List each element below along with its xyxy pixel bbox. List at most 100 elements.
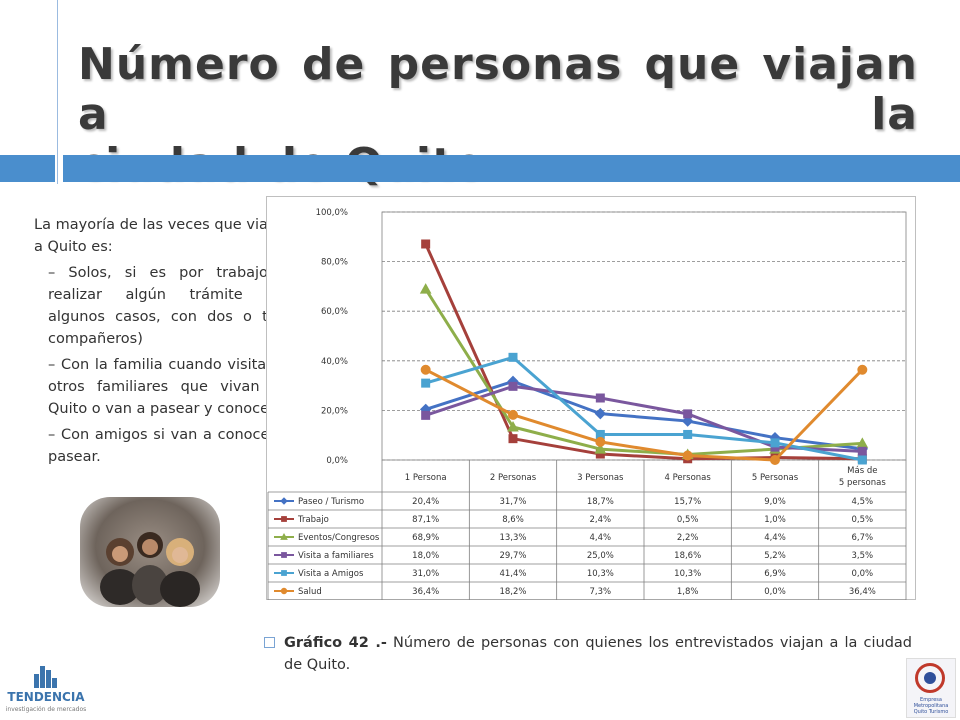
data-table-value: 4,5%	[852, 497, 874, 507]
data-point	[419, 283, 432, 294]
legend-label: Eventos/Congresos	[298, 533, 380, 543]
data-table-value: 4,4%	[590, 533, 612, 543]
data-table-value: 25,0%	[587, 551, 614, 561]
page-title: Número de personas que viajan a la ciuda…	[78, 40, 918, 190]
x-category-label: 5 Personas	[752, 473, 799, 483]
legend-key-marker	[280, 497, 288, 505]
data-table-value: 0,0%	[852, 569, 874, 579]
x-category-label: 4 Personas	[665, 473, 712, 483]
data-table-value: 0,5%	[852, 515, 874, 525]
tendencia-logo-name: TENDENCIA	[7, 690, 85, 704]
data-point	[857, 446, 867, 456]
series-line	[425, 384, 863, 453]
data-table-value: 9,0%	[764, 497, 786, 507]
building-icon	[34, 664, 58, 688]
series-line	[425, 379, 863, 451]
summary-point-2: – Con la familia cuando visitan a otros …	[48, 357, 290, 417]
data-table-value: 15,7%	[674, 497, 701, 507]
data-table-value: 18,2%	[499, 587, 526, 597]
data-table-value: 29,7%	[499, 551, 526, 561]
data-table-value: 10,3%	[674, 569, 701, 579]
data-table-value: 13,3%	[499, 533, 526, 543]
x-category-label-cont: 5 personas	[839, 478, 886, 488]
summary-intro: La mayoría de las veces que viajan a Qui…	[34, 217, 290, 255]
y-tick-label: 80,0%	[321, 258, 348, 268]
data-table-value: 4,4%	[764, 533, 786, 543]
series-line	[424, 368, 864, 462]
tendencia-logo-tagline: investigación de mercados	[5, 706, 87, 713]
header-accent-line	[57, 0, 58, 184]
tendencia-logo: TENDENCIA investigación de mercados	[4, 664, 88, 716]
legend-key-marker	[280, 587, 288, 595]
quito-turismo-logo-text: Empresa Metropolitana Quito Turismo	[913, 697, 949, 715]
data-table-value: 87,1%	[412, 515, 439, 525]
data-point	[595, 436, 606, 447]
data-point	[857, 364, 868, 375]
data-point	[508, 352, 518, 362]
data-table-value: 1,0%	[764, 515, 786, 525]
data-point	[857, 455, 867, 465]
data-point	[508, 409, 518, 420]
x-category-label: 3 Personas	[577, 473, 624, 483]
quito-turismo-logo: Empresa Metropolitana Quito Turismo	[906, 658, 956, 718]
summary-text: La mayoría de las veces que viajan a Qui…	[34, 214, 290, 472]
data-point	[682, 450, 693, 461]
y-tick-label: 20,0%	[321, 406, 348, 416]
data-point	[508, 434, 518, 444]
chart-svg: 100,0% 80,0% 60,0% 40,0% 20,0% 0,0% 1 Persona 2…	[266, 196, 916, 601]
chart-caption: Gráfico 42 .- Número de personas con qui…	[264, 632, 912, 676]
summary-point-3: – Con amigos si van a conocer o pasear.	[48, 427, 290, 465]
data-point	[595, 393, 605, 403]
caption-text: Número de personas con quienes los entre…	[284, 635, 912, 673]
data-point	[770, 438, 780, 448]
legend-key-marker	[280, 532, 288, 540]
data-table-value: 5,2%	[764, 551, 786, 561]
data-table-value: 41,4%	[499, 569, 526, 579]
data-point	[508, 381, 518, 391]
y-tick-label: 0,0%	[326, 456, 348, 466]
data-table-value: 31,7%	[499, 497, 526, 507]
data-table-value: 36,4%	[412, 587, 439, 597]
legend-key-marker	[281, 552, 287, 558]
caption-label: Gráfico 42 .-	[284, 635, 387, 651]
travelers-photo-illustration	[100, 532, 200, 607]
y-tick-label: 100,0%	[316, 208, 348, 218]
legend-label: Trabajo	[297, 515, 329, 525]
data-point	[594, 443, 607, 454]
data-point	[683, 409, 693, 419]
data-table-value: 2,2%	[677, 533, 699, 543]
data-table-value: 20,4%	[412, 497, 439, 507]
data-table-value: 0,0%	[764, 587, 786, 597]
data-table-value: 6,7%	[852, 533, 874, 543]
data-table-value: 0,5%	[677, 515, 699, 525]
data-point	[681, 415, 694, 427]
data-table-value: 18,7%	[587, 497, 614, 507]
legend-label: Visita a familiares	[298, 551, 374, 561]
data-point	[594, 407, 607, 420]
header-bar	[63, 155, 960, 182]
data-table-value: 1,8%	[677, 587, 699, 597]
data-point	[420, 364, 431, 375]
legend-label: Paseo / Turismo	[298, 497, 364, 507]
header-bar-left	[0, 155, 55, 182]
data-table-value: 3,5%	[852, 551, 874, 561]
data-table-value: 2,4%	[590, 515, 612, 525]
data-point	[421, 410, 431, 420]
data-table-value: 36,4%	[849, 587, 876, 597]
data-table-value: 8,6%	[502, 515, 524, 525]
y-tick-label: 40,0%	[321, 357, 348, 367]
y-tick-label: 60,0%	[321, 307, 348, 317]
page-title-line-1: Número de personas que viajan a la	[78, 39, 918, 140]
data-table-value: 18,6%	[674, 551, 701, 561]
legend-key-marker	[281, 516, 287, 522]
x-category-label: 1 Persona	[405, 473, 447, 483]
data-table-value: 18,0%	[412, 551, 439, 561]
data-point	[421, 239, 431, 249]
data-table-value: 31,0%	[412, 569, 439, 579]
data-table-value: 7,3%	[590, 587, 612, 597]
data-point	[683, 429, 693, 439]
chart: 100,0% 80,0% 60,0% 40,0% 20,0% 0,0% 1 Persona 2…	[266, 196, 916, 601]
data-table-value: 10,3%	[587, 569, 614, 579]
data-point	[421, 378, 431, 388]
data-table-value: 6,9%	[764, 569, 786, 579]
